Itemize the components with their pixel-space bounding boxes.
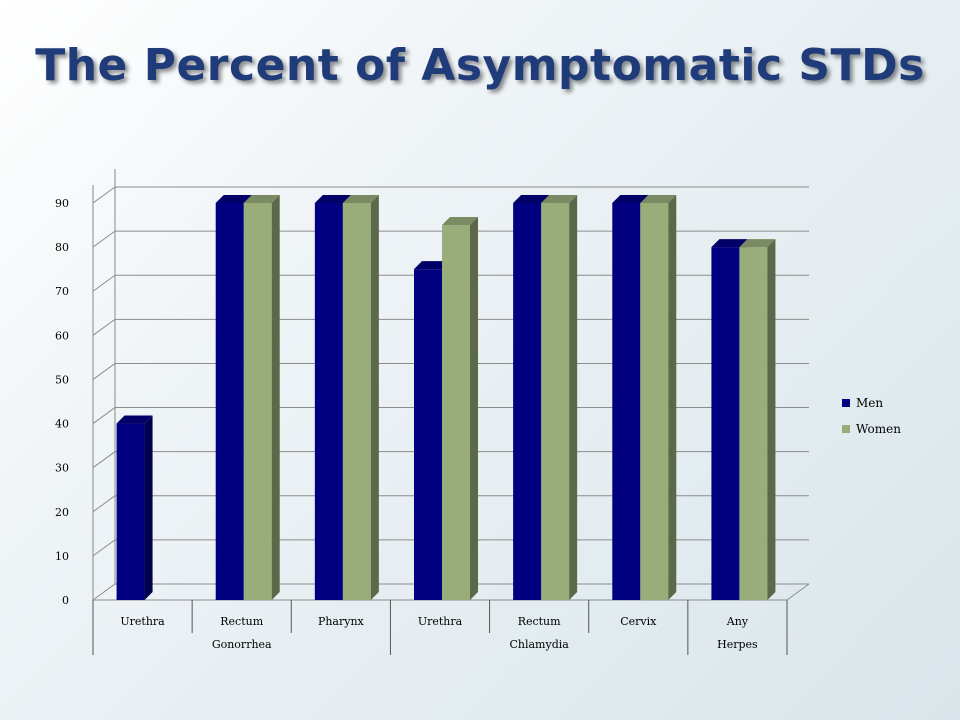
legend-item-women: Women [842, 422, 901, 436]
x-tick-label: Rectum [220, 615, 263, 628]
bar-men-3-top [414, 261, 450, 270]
y-tick-label: 70 [55, 285, 69, 298]
x-tick-label: Pharynx [318, 615, 365, 628]
bar-women-1-front [243, 203, 272, 600]
bar-women-4-top [541, 195, 578, 203]
bar-men-5-front [612, 203, 641, 600]
bar-women-1-top [243, 195, 280, 203]
bar-women-1-side [271, 195, 280, 600]
bar-women-5-front [640, 203, 669, 600]
bar-men-5-top [612, 195, 649, 203]
bar-women-2-front [342, 203, 371, 600]
bar-women-2-side [370, 195, 379, 600]
bar-men-3-front [414, 269, 442, 600]
bar-men-2-top [314, 195, 351, 203]
bar-women-3 [442, 217, 478, 601]
bar-women-6-front [739, 247, 768, 600]
chart-legend: Men Women [842, 396, 901, 448]
y-tick-label: 60 [55, 329, 69, 342]
chart-gridlines [92, 169, 810, 601]
bar-women-4-front [541, 203, 570, 600]
x-axis-categories: Urethra Rectum Pharynx Urethra Rectum Cervix A… [92, 600, 788, 655]
bar-men-1-front [215, 203, 244, 600]
floor-side-edge [786, 583, 810, 601]
legend-label-men: Men [856, 396, 884, 410]
bar-men-4-front [513, 203, 542, 600]
gridline [92, 230, 809, 248]
bar-women-3-top [442, 217, 478, 226]
y-tick-label: 20 [55, 506, 69, 519]
y-tick-label: 40 [55, 418, 69, 431]
slide-title: The Percent of Asymptomatic STDs [35, 40, 925, 91]
gridline [92, 451, 809, 469]
group-label: Gonorrhea [212, 638, 272, 651]
gridline [92, 318, 809, 336]
gridline [92, 539, 809, 557]
bar-women-6-side [767, 239, 776, 600]
bar-men-0-front [116, 423, 145, 600]
bar-women-3-side [470, 217, 478, 601]
gridline [92, 495, 809, 513]
gridline [92, 186, 809, 204]
bar-men-6-front [711, 247, 740, 600]
x-tick-label: Rectum [518, 615, 561, 628]
y-tick-label: 10 [55, 550, 69, 563]
bar-men-2-front [314, 203, 343, 600]
bar-women-4-side [569, 195, 578, 600]
legend-swatch-women [842, 425, 850, 433]
bar-women-4 [541, 195, 578, 600]
legend-swatch-men [842, 399, 850, 407]
x-tick-label: Any [726, 615, 749, 628]
gridline [92, 583, 809, 601]
gridline [92, 362, 809, 380]
x-tick-label: Urethra [120, 615, 165, 628]
bar-women-5-top [640, 195, 677, 203]
legend-label-women: Women [856, 422, 901, 436]
bar-women-1 [243, 195, 280, 600]
group-label: Herpes [717, 638, 758, 651]
bar-women-5 [640, 195, 677, 600]
y-tick-label: 80 [55, 241, 69, 254]
x-tick-label: Urethra [418, 615, 463, 628]
bar-women-2 [342, 195, 379, 600]
bar-men-4-top [513, 195, 550, 203]
bar-men-1-top [215, 195, 252, 203]
bar-women-6 [739, 239, 776, 600]
y-tick-label: 50 [55, 373, 69, 386]
bar-men-6-top [711, 239, 748, 248]
y-axis-ticks: 0 10 20 30 40 50 60 70 80 90 [55, 197, 69, 607]
chart-bars [116, 195, 776, 601]
y-tick-label: 30 [55, 462, 69, 475]
bar-men-0-side [144, 415, 153, 600]
bar-men-0 [116, 415, 153, 600]
bar-women-5-side [668, 195, 677, 600]
y-tick-label: 90 [55, 197, 69, 210]
gridline [92, 274, 809, 292]
bar-women-6-top [739, 239, 776, 248]
group-label: Chlamydia [509, 638, 569, 651]
y-tick-label: 0 [62, 594, 69, 607]
bar-women-3-front [442, 225, 470, 601]
legend-item-men: Men [842, 396, 901, 410]
x-tick-label: Cervix [620, 615, 657, 628]
gridline [92, 407, 809, 424]
bar-women-2-top [342, 195, 379, 203]
bar-men-0-top [116, 415, 153, 424]
